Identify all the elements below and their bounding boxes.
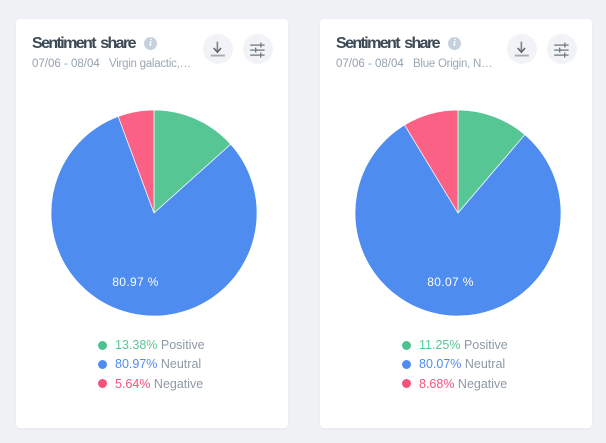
svg-text:80.07 %: 80.07 %	[427, 275, 473, 289]
svg-text:80.97 %: 80.97 %	[112, 275, 158, 289]
